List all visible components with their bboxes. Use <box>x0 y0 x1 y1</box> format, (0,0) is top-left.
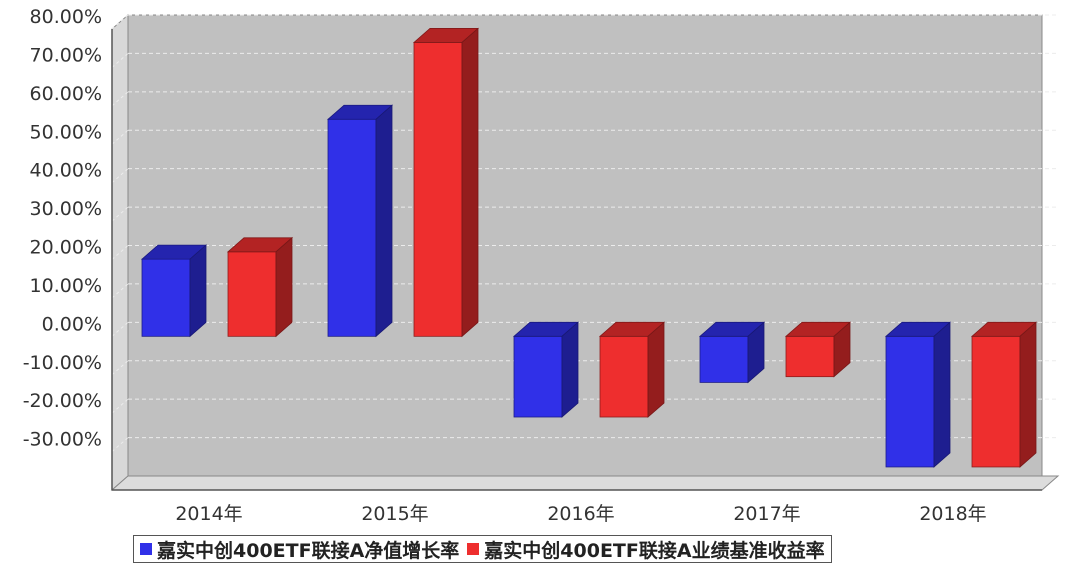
bar-front <box>699 335 749 383</box>
bar-side <box>933 321 951 468</box>
bar-benchmark <box>784 321 852 378</box>
legend-item-benchmark: 嘉实中创400ETF联接A业绩基准收益率 <box>467 536 825 563</box>
bar-side <box>189 244 207 338</box>
bar-front <box>885 335 935 468</box>
y-tick-label: 50.00% <box>30 121 102 143</box>
y-tick-label: -30.00% <box>23 429 102 451</box>
plot-left-wall <box>111 13 129 492</box>
bar-front <box>141 258 191 337</box>
x-category-label: 2017年 <box>733 503 800 525</box>
bar-front <box>513 335 563 418</box>
bar-nav-growth <box>884 321 952 468</box>
chart: 80.00% 70.00% 60.00% 50.00% 40.00% 30.00% 20.0… <box>23 6 1060 525</box>
y-tick-label: 0.00% <box>42 313 102 335</box>
bar-layer <box>140 27 1038 468</box>
bar-front <box>971 335 1021 468</box>
y-tick-label: 10.00% <box>30 275 102 297</box>
y-tick-label: 20.00% <box>30 237 102 259</box>
bar-benchmark <box>970 321 1038 468</box>
plot-floor <box>110 475 1060 491</box>
bar-side <box>561 321 579 418</box>
y-tick-label: -10.00% <box>23 352 102 374</box>
x-category-label: 2014年 <box>175 503 242 525</box>
bar-nav-growth <box>140 244 208 338</box>
bar-side <box>275 236 293 338</box>
bar-benchmark <box>598 321 666 418</box>
bar-benchmark <box>226 236 294 338</box>
legend-swatch-red <box>467 543 480 555</box>
chart-svg: 80.00% 70.00% 60.00% 50.00% 40.00% 30.00% 20.0… <box>23 6 1060 525</box>
legend: 嘉实中创400ETF联接A净值增长率 嘉实中创400ETF联接A业绩基准收益率 <box>133 535 832 563</box>
bar-front <box>785 335 835 378</box>
bar-side <box>461 27 479 338</box>
x-category-label: 2018年 <box>919 503 986 525</box>
y-tick-label: 40.00% <box>30 160 102 182</box>
legend-label-benchmark: 嘉实中创400ETF联接A业绩基准收益率 <box>484 539 825 562</box>
bar-front <box>413 42 463 337</box>
bar-side <box>647 321 665 418</box>
bar-side <box>375 104 393 338</box>
legend-item-nav-growth: 嘉实中创400ETF联接A净值增长率 <box>140 536 459 563</box>
bar-front <box>327 118 377 337</box>
bar-side <box>833 321 851 378</box>
legend-swatch-blue <box>140 543 152 555</box>
label-layer: 80.00% 70.00% 60.00% 50.00% 40.00% 30.00% 20.0… <box>23 6 987 525</box>
bar-front <box>599 335 649 418</box>
y-tick-label: 70.00% <box>30 44 102 66</box>
bar-front <box>227 251 277 337</box>
y-tick-label: 60.00% <box>30 83 102 105</box>
bar-benchmark <box>412 27 480 338</box>
y-tick-label: 30.00% <box>30 198 102 220</box>
bar-side <box>747 321 765 384</box>
bar-nav-growth <box>512 321 580 418</box>
x-category-label: 2016年 <box>547 503 614 525</box>
bar-side <box>1019 321 1037 468</box>
legend-label-nav-growth: 嘉实中创400ETF联接A净值增长率 <box>157 539 460 562</box>
y-tick-label: 80.00% <box>30 6 102 28</box>
y-tick-label: -20.00% <box>23 390 102 412</box>
bar-nav-growth <box>698 321 766 384</box>
bar-nav-growth <box>326 104 394 338</box>
x-category-label: 2015年 <box>361 503 428 525</box>
